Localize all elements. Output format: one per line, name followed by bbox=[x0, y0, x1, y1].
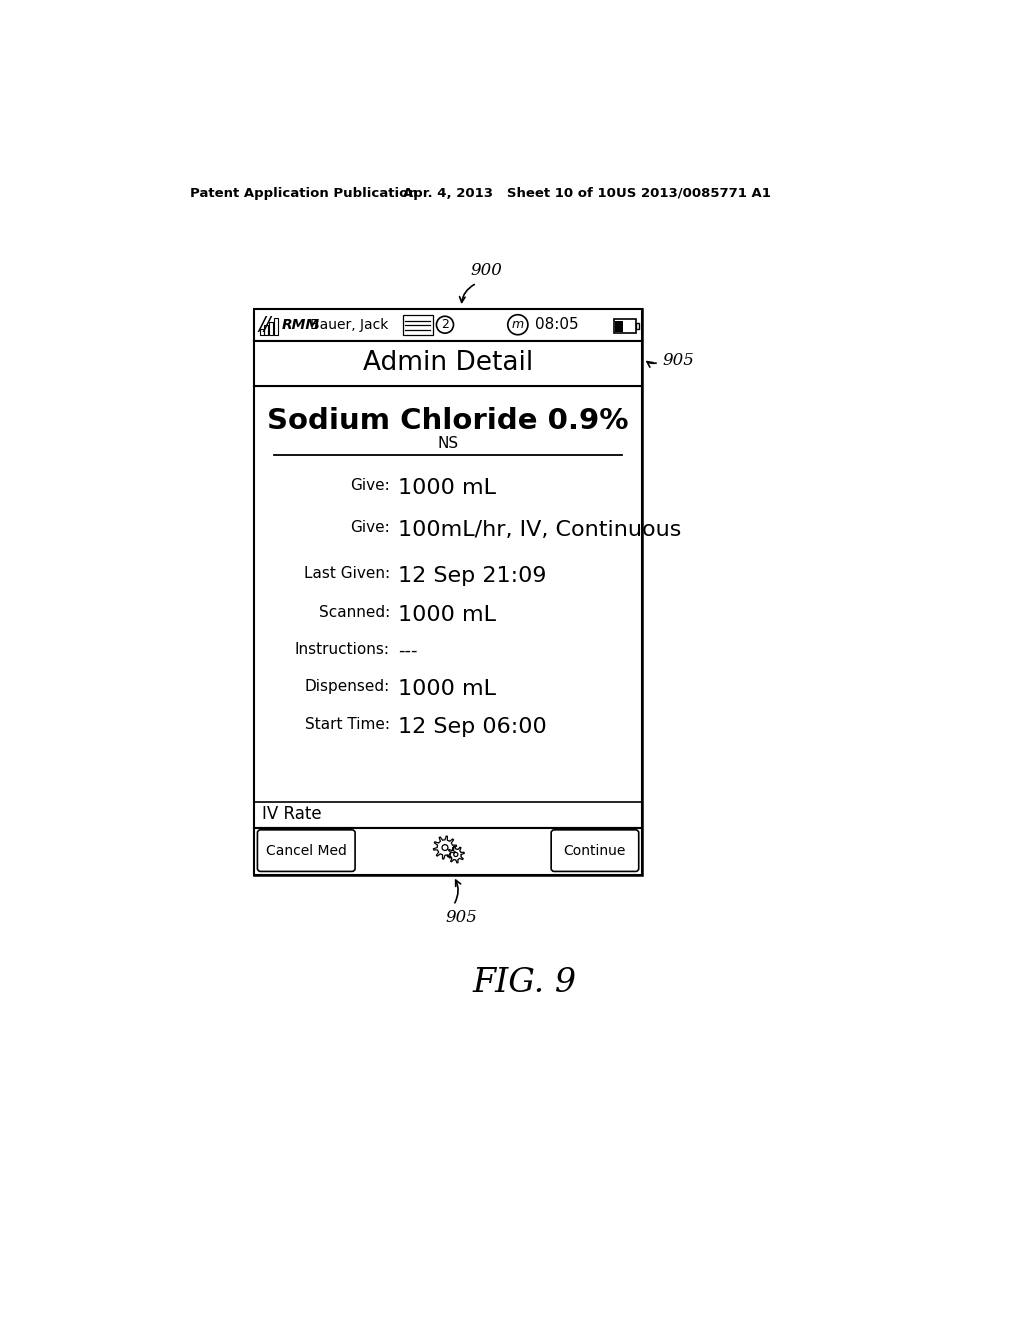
Text: Apr. 4, 2013   Sheet 10 of 10: Apr. 4, 2013 Sheet 10 of 10 bbox=[403, 187, 616, 199]
Bar bbox=[273, 318, 278, 335]
Text: Cancel Med: Cancel Med bbox=[266, 843, 347, 858]
Text: Instructions:: Instructions: bbox=[295, 642, 390, 657]
Bar bbox=[269, 322, 273, 335]
Text: FIG. 9: FIG. 9 bbox=[473, 966, 577, 999]
Text: Start Time:: Start Time: bbox=[305, 718, 390, 733]
Bar bbox=[614, 319, 636, 333]
Bar bbox=[403, 314, 432, 335]
Circle shape bbox=[436, 317, 454, 333]
Text: 905: 905 bbox=[445, 909, 477, 927]
Text: 100mL/hr, IV, Continuous: 100mL/hr, IV, Continuous bbox=[397, 520, 681, 540]
Text: 08:05: 08:05 bbox=[535, 317, 579, 333]
Text: IV Rate: IV Rate bbox=[262, 805, 322, 824]
Text: Dispensed:: Dispensed: bbox=[305, 678, 390, 694]
Text: 900: 900 bbox=[470, 263, 502, 280]
Bar bbox=[615, 321, 624, 331]
Bar bbox=[264, 326, 268, 335]
Text: Admin Detail: Admin Detail bbox=[362, 350, 534, 376]
Text: US 2013/0085771 A1: US 2013/0085771 A1 bbox=[616, 187, 771, 199]
Polygon shape bbox=[447, 846, 464, 863]
Text: NS: NS bbox=[437, 437, 459, 451]
Bar bbox=[254, 385, 642, 829]
Text: RMM: RMM bbox=[282, 318, 319, 331]
Bar bbox=[254, 341, 642, 385]
Bar bbox=[254, 829, 642, 875]
Text: 12 Sep 06:00: 12 Sep 06:00 bbox=[397, 718, 547, 738]
Text: 905: 905 bbox=[663, 351, 694, 368]
Text: Last Given:: Last Given: bbox=[304, 566, 390, 582]
Text: m: m bbox=[512, 318, 524, 331]
Circle shape bbox=[508, 314, 528, 335]
Bar bbox=[254, 309, 642, 875]
Text: 1000 mL: 1000 mL bbox=[397, 478, 496, 498]
FancyBboxPatch shape bbox=[551, 830, 639, 871]
Text: ---: --- bbox=[397, 642, 417, 660]
Bar bbox=[636, 323, 639, 330]
Text: Continue: Continue bbox=[564, 843, 626, 858]
Text: /: / bbox=[258, 315, 265, 334]
Bar bbox=[254, 309, 642, 341]
Circle shape bbox=[442, 845, 447, 850]
Text: 1000 mL: 1000 mL bbox=[397, 605, 496, 624]
Text: Bauer, Jack: Bauer, Jack bbox=[310, 318, 388, 331]
Text: Give:: Give: bbox=[350, 520, 390, 536]
Text: /: / bbox=[263, 315, 270, 334]
Text: Patent Application Publication: Patent Application Publication bbox=[190, 187, 418, 199]
Circle shape bbox=[454, 853, 458, 857]
Text: 2: 2 bbox=[441, 318, 449, 331]
Text: Give:: Give: bbox=[350, 478, 390, 492]
Text: 12 Sep 21:09: 12 Sep 21:09 bbox=[397, 566, 546, 586]
Text: Scanned:: Scanned: bbox=[318, 605, 390, 620]
Text: Sodium Chloride 0.9%: Sodium Chloride 0.9% bbox=[267, 407, 629, 436]
Text: 1000 mL: 1000 mL bbox=[397, 678, 496, 698]
FancyBboxPatch shape bbox=[257, 830, 355, 871]
Polygon shape bbox=[433, 836, 457, 859]
Bar bbox=[260, 329, 263, 335]
